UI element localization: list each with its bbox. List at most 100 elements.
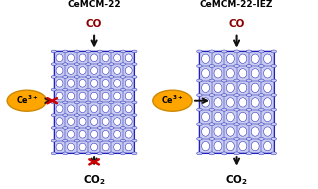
Circle shape — [63, 101, 68, 104]
Ellipse shape — [79, 67, 86, 74]
Circle shape — [271, 94, 276, 97]
Ellipse shape — [251, 141, 259, 151]
Circle shape — [109, 114, 114, 116]
Circle shape — [132, 88, 137, 91]
Ellipse shape — [79, 118, 86, 125]
Circle shape — [74, 114, 79, 116]
Circle shape — [7, 90, 46, 111]
Circle shape — [121, 126, 126, 129]
Ellipse shape — [102, 143, 109, 151]
Ellipse shape — [214, 112, 222, 122]
Ellipse shape — [79, 54, 86, 62]
Bar — [199, 51, 274, 153]
Ellipse shape — [56, 130, 63, 138]
Ellipse shape — [102, 92, 109, 100]
Circle shape — [97, 152, 102, 155]
Circle shape — [121, 101, 126, 104]
Circle shape — [221, 50, 227, 53]
Ellipse shape — [56, 105, 63, 113]
Circle shape — [121, 114, 126, 116]
Circle shape — [74, 139, 79, 142]
Circle shape — [132, 152, 137, 155]
Circle shape — [86, 101, 91, 104]
Circle shape — [246, 79, 252, 82]
Circle shape — [86, 63, 91, 66]
Ellipse shape — [226, 83, 234, 92]
Circle shape — [246, 108, 252, 111]
Text: CeMCM-22: CeMCM-22 — [67, 0, 121, 9]
Ellipse shape — [56, 54, 63, 62]
Ellipse shape — [79, 105, 86, 113]
Ellipse shape — [125, 130, 132, 138]
Circle shape — [86, 114, 91, 116]
Circle shape — [246, 152, 252, 155]
Ellipse shape — [91, 54, 98, 62]
Ellipse shape — [239, 54, 247, 63]
Circle shape — [97, 50, 102, 53]
Ellipse shape — [226, 69, 234, 78]
Circle shape — [234, 152, 239, 155]
Circle shape — [109, 101, 114, 104]
Ellipse shape — [67, 54, 74, 62]
Circle shape — [109, 63, 114, 66]
Circle shape — [209, 79, 215, 82]
Circle shape — [97, 63, 102, 66]
Ellipse shape — [226, 141, 234, 151]
Circle shape — [221, 94, 227, 97]
Ellipse shape — [125, 54, 132, 62]
Circle shape — [197, 79, 202, 82]
Ellipse shape — [125, 79, 132, 87]
Ellipse shape — [91, 118, 98, 125]
Ellipse shape — [56, 67, 63, 74]
Circle shape — [221, 108, 227, 111]
Text: CO: CO — [228, 19, 245, 29]
Ellipse shape — [114, 92, 121, 100]
Ellipse shape — [125, 143, 132, 151]
Circle shape — [234, 108, 239, 111]
Circle shape — [209, 123, 215, 126]
Circle shape — [109, 152, 114, 155]
Ellipse shape — [91, 143, 98, 151]
Ellipse shape — [264, 112, 272, 122]
Ellipse shape — [114, 118, 121, 125]
Circle shape — [109, 50, 114, 53]
Circle shape — [74, 126, 79, 129]
Circle shape — [51, 63, 56, 66]
Circle shape — [74, 76, 79, 78]
Circle shape — [209, 137, 215, 140]
Circle shape — [271, 123, 276, 126]
Text: CO: CO — [86, 19, 102, 29]
Ellipse shape — [102, 130, 109, 138]
Circle shape — [63, 114, 68, 116]
Ellipse shape — [202, 83, 210, 92]
Ellipse shape — [114, 79, 121, 87]
Circle shape — [271, 152, 276, 155]
Circle shape — [51, 50, 56, 53]
Ellipse shape — [79, 79, 86, 87]
Ellipse shape — [125, 67, 132, 74]
Ellipse shape — [202, 54, 210, 63]
Circle shape — [246, 123, 252, 126]
Ellipse shape — [251, 83, 259, 92]
Ellipse shape — [114, 67, 121, 74]
Ellipse shape — [67, 118, 74, 125]
Ellipse shape — [239, 141, 247, 151]
Circle shape — [74, 101, 79, 104]
Ellipse shape — [67, 67, 74, 74]
Circle shape — [259, 64, 264, 67]
Ellipse shape — [214, 98, 222, 107]
Circle shape — [63, 126, 68, 129]
Circle shape — [97, 101, 102, 104]
Circle shape — [121, 63, 126, 66]
Circle shape — [153, 90, 192, 111]
Ellipse shape — [56, 79, 63, 87]
Ellipse shape — [214, 127, 222, 136]
Circle shape — [234, 64, 239, 67]
Circle shape — [51, 152, 56, 155]
Circle shape — [209, 152, 215, 155]
Ellipse shape — [214, 83, 222, 92]
Circle shape — [197, 137, 202, 140]
Circle shape — [197, 123, 202, 126]
Ellipse shape — [264, 83, 272, 92]
Text: $\mathbf{CO_2}$: $\mathbf{CO_2}$ — [83, 173, 106, 187]
